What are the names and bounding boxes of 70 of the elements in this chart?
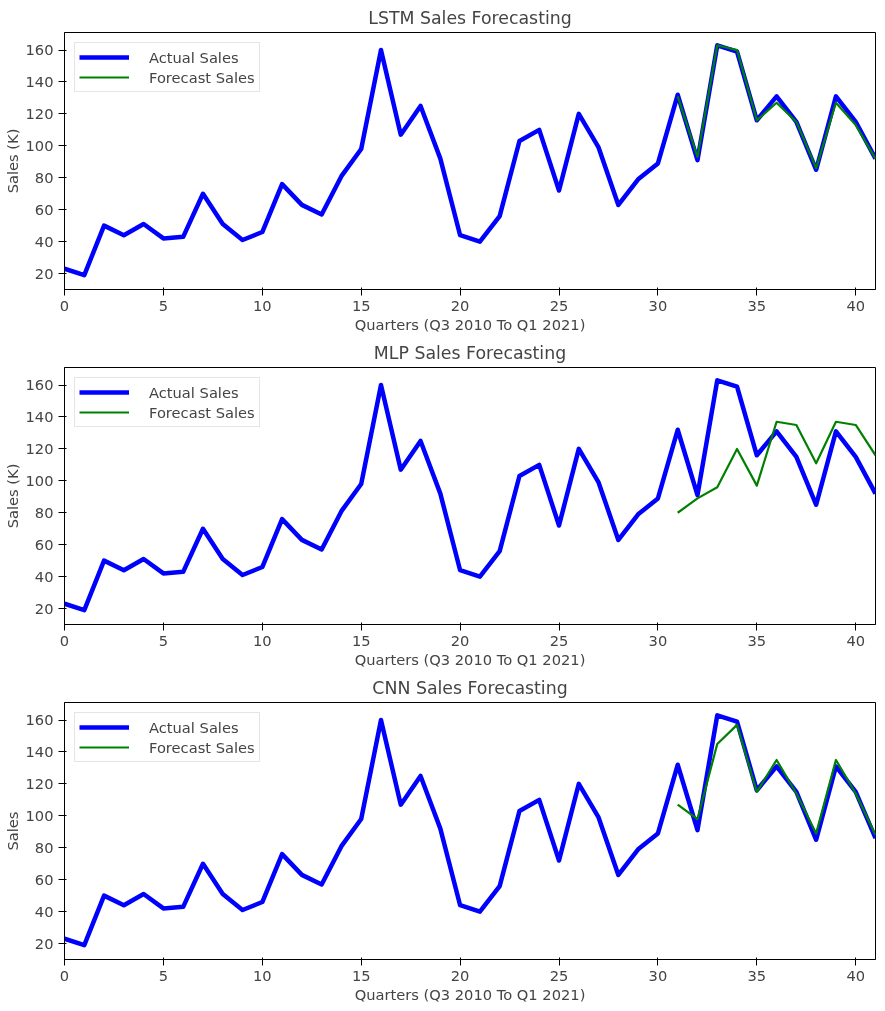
y-tick-label: 140 [25, 72, 54, 90]
chart-title: MLP Sales Forecasting [373, 342, 567, 363]
y-axis-title: Sales (K) [3, 463, 21, 529]
y-tick-label: 160 [25, 41, 54, 59]
y-tick-label: 20 [34, 264, 54, 282]
x-tick-label: 35 [747, 966, 767, 984]
x-tick-label: 20 [450, 631, 470, 649]
x-tick-label: 30 [648, 631, 668, 649]
y-axis-title: Sales [3, 811, 21, 851]
x-tick-label: 30 [648, 966, 668, 984]
x-tick-label: 15 [351, 296, 371, 314]
y-tick-label: 140 [25, 407, 54, 425]
x-tick-label: 20 [450, 966, 470, 984]
y-tick-label: 80 [34, 168, 54, 186]
y-tick-label: 140 [25, 742, 54, 760]
legend-label: Forecast Sales [149, 403, 255, 421]
y-tick-label: 120 [25, 104, 54, 122]
y-tick-label: 20 [34, 934, 54, 952]
legend-label: Forecast Sales [149, 738, 255, 756]
legend-label: Actual Sales [149, 718, 239, 736]
y-axis-title: Sales (K) [3, 128, 21, 194]
x-tick-label: 10 [252, 966, 272, 984]
y-tick-label: 100 [25, 471, 54, 489]
x-tick-label: 25 [549, 966, 569, 984]
x-tick-label: 0 [59, 966, 70, 984]
legend-label: Actual Sales [149, 48, 239, 66]
x-tick-label: 35 [747, 631, 767, 649]
x-tick-label: 0 [59, 296, 70, 314]
y-tick-label: 120 [25, 439, 54, 457]
y-tick-label: 40 [34, 902, 54, 920]
chart-title: CNN Sales Forecasting [372, 677, 568, 698]
chart-title: LSTM Sales Forecasting [368, 7, 572, 28]
y-tick-label: 100 [25, 136, 54, 154]
x-tick-label: 35 [747, 296, 767, 314]
x-tick-label: 15 [351, 966, 371, 984]
y-tick-label: 60 [34, 200, 54, 218]
y-tick-label: 160 [25, 376, 54, 394]
line-series [676, 420, 876, 514]
y-tick-label: 20 [34, 599, 54, 617]
y-tick-label: 80 [34, 503, 54, 521]
line-series [64, 378, 876, 613]
y-tick-label: 100 [25, 806, 54, 824]
x-tick-label: 5 [158, 296, 169, 314]
x-axis-title: Quarters (Q3 2010 To Q1 2021) [354, 985, 586, 1003]
x-tick-label: 15 [351, 631, 371, 649]
line-series [676, 44, 876, 170]
x-tick-label: 20 [450, 296, 470, 314]
y-tick-label: 80 [34, 838, 54, 856]
y-tick-label: 60 [34, 535, 54, 553]
y-tick-label: 40 [34, 567, 54, 585]
x-tick-label: 5 [158, 966, 169, 984]
x-tick-label: 10 [252, 631, 272, 649]
x-tick-label: 40 [846, 966, 866, 984]
x-tick-label: 30 [648, 296, 668, 314]
x-tick-label: 25 [549, 631, 569, 649]
y-tick-label: 40 [34, 232, 54, 250]
y-tick-label: 60 [34, 870, 54, 888]
x-tick-label: 10 [252, 296, 272, 314]
legend-label: Actual Sales [149, 383, 239, 401]
line-series [676, 723, 876, 837]
legend-label: Forecast Sales [149, 68, 255, 86]
x-tick-label: 5 [158, 631, 169, 649]
x-axis-title: Quarters (Q3 2010 To Q1 2021) [354, 315, 586, 333]
y-tick-label: 160 [25, 711, 54, 729]
x-tick-label: 40 [846, 296, 866, 314]
x-axis-title: Quarters (Q3 2010 To Q1 2021) [354, 650, 586, 668]
x-tick-label: 0 [59, 631, 70, 649]
x-tick-label: 25 [549, 296, 569, 314]
y-tick-label: 120 [25, 774, 54, 792]
x-tick-label: 40 [846, 631, 866, 649]
